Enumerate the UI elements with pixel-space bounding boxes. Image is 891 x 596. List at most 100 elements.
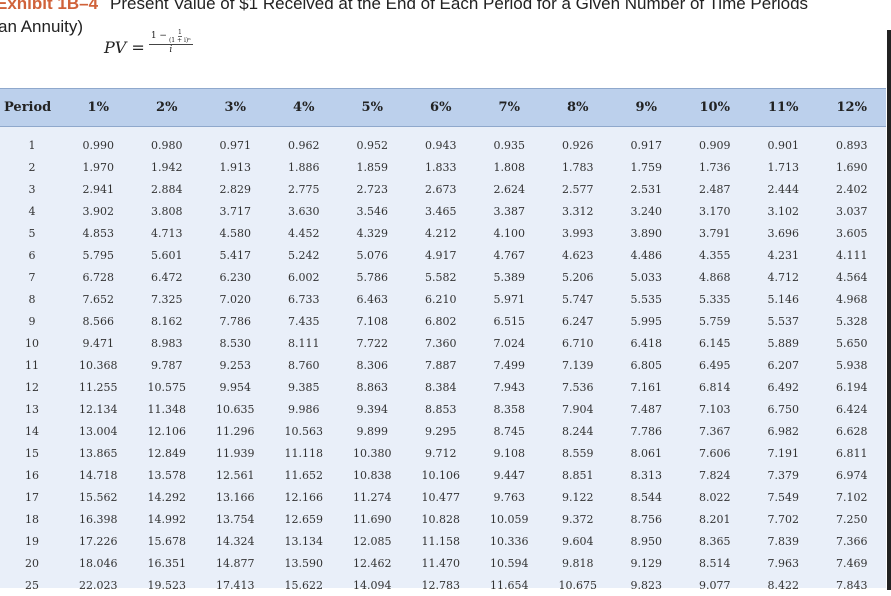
value-cell: 0.990 xyxy=(64,127,133,157)
value-cell: 6.805 xyxy=(612,354,681,376)
period-cell: 16 xyxy=(0,464,64,486)
value-cell: 14.877 xyxy=(201,552,270,574)
value-cell: 4.564 xyxy=(818,266,887,288)
value-cell: 15.622 xyxy=(270,574,339,596)
exhibit-subtitle: an Annuity) xyxy=(0,17,83,37)
value-cell: 2.624 xyxy=(475,178,544,200)
value-cell: 17.413 xyxy=(201,574,270,596)
period-cell: 25 xyxy=(0,574,64,596)
value-cell: 0.917 xyxy=(612,127,681,157)
value-cell: 1.690 xyxy=(818,156,887,178)
value-cell: 3.717 xyxy=(201,200,270,222)
value-cell: 0.935 xyxy=(475,127,544,157)
period-cell: 6 xyxy=(0,244,64,266)
value-cell: 8.384 xyxy=(407,376,476,398)
value-cell: 3.170 xyxy=(681,200,750,222)
value-cell: 5.747 xyxy=(544,288,613,310)
value-cell: 5.650 xyxy=(818,332,887,354)
value-cell: 10.838 xyxy=(338,464,407,486)
value-cell: 0.901 xyxy=(749,127,818,157)
formula-one: 1 − xyxy=(151,31,167,41)
exhibit-label: Exhibit 1B–4 xyxy=(0,0,98,13)
value-cell: 8.853 xyxy=(407,398,476,420)
value-cell: 8.950 xyxy=(612,530,681,552)
value-cell: 5.971 xyxy=(475,288,544,310)
value-cell: 13.134 xyxy=(270,530,339,552)
value-cell: 5.206 xyxy=(544,266,613,288)
period-cell: 13 xyxy=(0,398,64,420)
value-cell: 3.696 xyxy=(749,222,818,244)
value-cell: 10.828 xyxy=(407,508,476,530)
header-rate: 10% xyxy=(681,89,750,127)
value-cell: 11.118 xyxy=(270,442,339,464)
value-cell: 2.941 xyxy=(64,178,133,200)
header-rate: 5% xyxy=(338,89,407,127)
value-cell: 6.728 xyxy=(64,266,133,288)
value-cell: 5.889 xyxy=(749,332,818,354)
value-cell: 6.463 xyxy=(338,288,407,310)
value-cell: 3.387 xyxy=(475,200,544,222)
value-cell: 0.971 xyxy=(201,127,270,157)
value-cell: 11.654 xyxy=(475,574,544,596)
value-cell: 3.465 xyxy=(407,200,476,222)
value-cell: 5.076 xyxy=(338,244,407,266)
value-cell: 7.824 xyxy=(681,464,750,486)
value-cell: 10.380 xyxy=(338,442,407,464)
value-cell: 0.909 xyxy=(681,127,750,157)
value-cell: 9.712 xyxy=(407,442,476,464)
value-cell: 7.469 xyxy=(818,552,887,574)
period-cell: 8 xyxy=(0,288,64,310)
value-cell: 2.884 xyxy=(133,178,202,200)
value-cell: 3.240 xyxy=(612,200,681,222)
header-rate: 6% xyxy=(407,89,476,127)
value-cell: 7.379 xyxy=(749,464,818,486)
value-cell: 7.652 xyxy=(64,288,133,310)
value-cell: 3.312 xyxy=(544,200,613,222)
value-cell: 17.226 xyxy=(64,530,133,552)
value-cell: 3.605 xyxy=(818,222,887,244)
value-cell: 10.563 xyxy=(270,420,339,442)
value-cell: 12.462 xyxy=(338,552,407,574)
value-cell: 9.394 xyxy=(338,398,407,420)
period-cell: 19 xyxy=(0,530,64,552)
value-cell: 7.103 xyxy=(681,398,750,420)
value-cell: 0.926 xyxy=(544,127,613,157)
value-cell: 7.191 xyxy=(749,442,818,464)
value-cell: 5.389 xyxy=(475,266,544,288)
value-cell: 10.106 xyxy=(407,464,476,486)
value-cell: 7.722 xyxy=(338,332,407,354)
period-cell: 4 xyxy=(0,200,64,222)
value-cell: 11.470 xyxy=(407,552,476,574)
period-cell: 5 xyxy=(0,222,64,244)
value-cell: 10.059 xyxy=(475,508,544,530)
value-cell: 15.562 xyxy=(64,486,133,508)
value-cell: 7.102 xyxy=(818,486,887,508)
value-cell: 2.487 xyxy=(681,178,750,200)
value-cell: 2.723 xyxy=(338,178,407,200)
value-cell: 2.444 xyxy=(749,178,818,200)
value-cell: 6.145 xyxy=(681,332,750,354)
value-cell: 3.037 xyxy=(818,200,887,222)
value-cell: 8.544 xyxy=(612,486,681,508)
value-cell: 5.537 xyxy=(749,310,818,332)
period-cell: 10 xyxy=(0,332,64,354)
value-cell: 5.795 xyxy=(64,244,133,266)
value-cell: 1.736 xyxy=(681,156,750,178)
value-cell: 2.531 xyxy=(612,178,681,200)
header-rate: 2% xyxy=(133,89,202,127)
value-cell: 11.274 xyxy=(338,486,407,508)
header-rate: 12% xyxy=(818,89,887,127)
value-cell: 6.814 xyxy=(681,376,750,398)
period-cell: 9 xyxy=(0,310,64,332)
value-cell: 8.983 xyxy=(133,332,202,354)
value-cell: 0.952 xyxy=(338,127,407,157)
